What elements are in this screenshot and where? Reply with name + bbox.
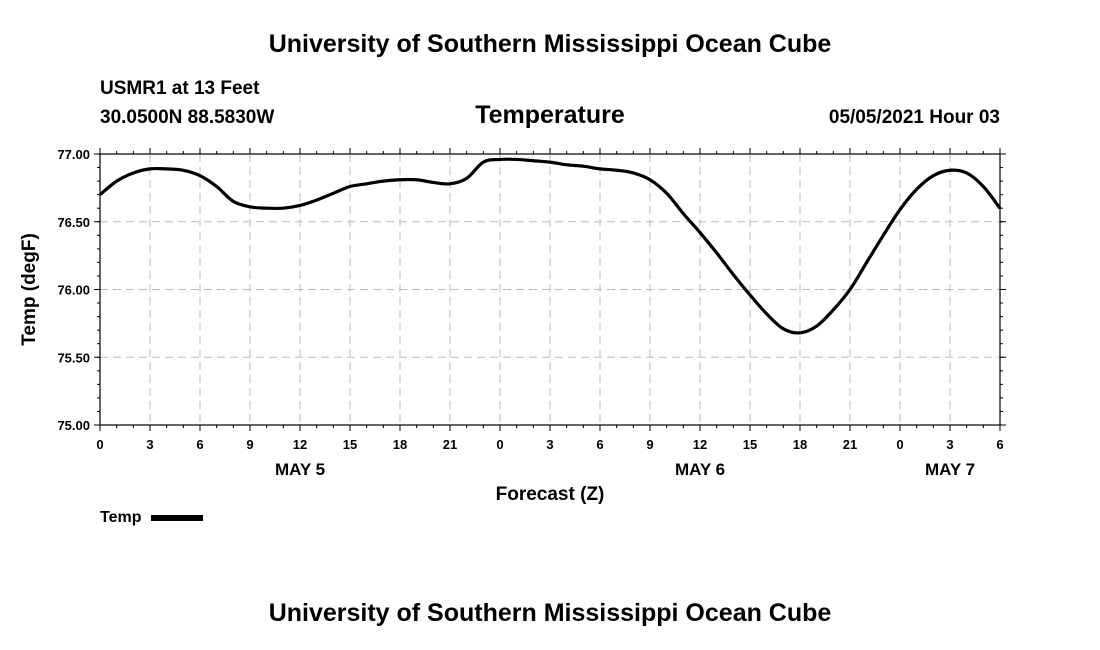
forecast-datetime: 05/05/2021 Hour 03 — [828, 107, 1000, 128]
x-tick-label: 15 — [343, 437, 357, 452]
x-tick-label: 0 — [496, 437, 503, 452]
x-tick-label: 3 — [946, 437, 953, 452]
day-label: MAY 6 — [675, 460, 725, 479]
series-line-temp — [98, 157, 1002, 335]
plot-frame — [99, 153, 1001, 426]
x-tick-label: 18 — [793, 437, 807, 452]
x-tick-label: 15 — [743, 437, 757, 452]
x-tick-label: 21 — [843, 437, 857, 452]
x-tick-label: 21 — [443, 437, 457, 452]
y-axis-label: Temp (degF) — [19, 233, 40, 346]
x-tick-label: 9 — [246, 437, 253, 452]
y-tick-label: 77.00 — [57, 147, 90, 162]
parameter-title: Temperature — [475, 101, 625, 129]
station-coordinates: 30.0500N 88.5830W — [100, 107, 275, 128]
x-tick-label: 6 — [596, 437, 603, 452]
day-label: MAY 5 — [275, 460, 325, 479]
legend-label: Temp — [100, 509, 142, 526]
legend-line-swatch — [151, 515, 204, 521]
station-label: USMR1 at 13 Feet — [100, 78, 260, 99]
chart-title-bottom: University of Southern Mississippi Ocean… — [268, 599, 832, 627]
x-tick-label: 12 — [693, 437, 707, 452]
x-tick-label: 0 — [896, 437, 903, 452]
x-tick-label: 6 — [196, 437, 203, 452]
x-tick-label: 9 — [646, 437, 653, 452]
x-tick-label: 6 — [996, 437, 1003, 452]
legend: Temp — [100, 509, 204, 527]
day-label: MAY 7 — [925, 460, 975, 479]
y-tick-label: 75.00 — [57, 418, 90, 433]
x-tick-label: 12 — [293, 437, 307, 452]
x-tick-label: 18 — [393, 437, 407, 452]
y-tick-label: 76.50 — [57, 215, 90, 230]
x-tick-label: 3 — [546, 437, 553, 452]
x-tick-label: 0 — [96, 437, 103, 452]
x-axis-label: Forecast (Z) — [496, 484, 605, 505]
y-tick-label: 76.00 — [57, 283, 90, 298]
x-tick-label: 3 — [146, 437, 153, 452]
chart-title-top: University of Southern Mississippi Ocean… — [268, 30, 832, 58]
y-tick-label: 75.50 — [57, 350, 90, 365]
